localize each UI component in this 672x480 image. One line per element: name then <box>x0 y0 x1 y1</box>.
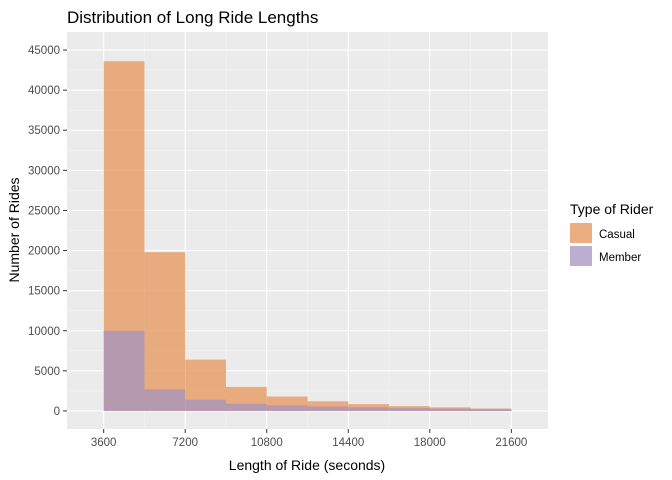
y-tick-label: 40000 <box>28 85 60 97</box>
x-tick-label: 21600 <box>495 437 527 449</box>
x-axis-ticks: 3600 7200 10800 14400 18000 21600 <box>91 429 527 449</box>
bar-member-9 <box>470 409 512 411</box>
x-tick-label: 14400 <box>332 437 364 449</box>
y-tick-label: 45000 <box>28 45 60 57</box>
y-tick-label: 30000 <box>28 165 60 177</box>
bar-member-5 <box>307 406 349 411</box>
y-tick-label: 20000 <box>28 246 60 258</box>
y-tick-label: 10000 <box>28 326 60 338</box>
bar-member-7 <box>389 408 430 411</box>
bar-member-6 <box>348 407 390 411</box>
x-axis-title: Length of Ride (seconds) <box>229 457 385 473</box>
chart-title: Distribution of Long Ride Lengths <box>67 8 318 27</box>
y-tick-label: 15000 <box>28 286 60 298</box>
y-tick-label: 0 <box>54 406 60 418</box>
x-tick-label: 18000 <box>414 437 446 449</box>
bar-member-4 <box>266 405 308 411</box>
legend-label-member: Member <box>599 252 641 264</box>
y-tick-label: 25000 <box>28 205 60 217</box>
series-member-bars <box>103 330 512 411</box>
bar-casual-5 <box>307 401 349 411</box>
x-tick-label: 3600 <box>91 437 117 449</box>
y-axis-title: Number of Rides <box>6 177 22 282</box>
bar-member-3 <box>225 403 267 411</box>
bar-member-1 <box>144 389 186 411</box>
legend: Type of Rider Casual Member <box>570 201 654 266</box>
x-tick-label: 10800 <box>251 437 283 449</box>
bar-member-0 <box>103 330 145 411</box>
legend-label-casual: Casual <box>599 229 635 241</box>
bar-casual-1 <box>144 252 186 411</box>
bar-member-2 <box>185 399 226 411</box>
x-tick-label: 7200 <box>172 437 198 449</box>
legend-title: Type of Rider <box>570 201 654 217</box>
y-tick-label: 5000 <box>34 366 60 378</box>
y-tick-label: 35000 <box>28 125 60 137</box>
y-axis-ticks: 0 5000 10000 15000 20000 25000 30000 35000 40000… <box>28 45 67 418</box>
bar-member-8 <box>429 408 471 411</box>
legend-swatch-casual <box>570 223 592 243</box>
legend-swatch-member <box>570 246 592 266</box>
